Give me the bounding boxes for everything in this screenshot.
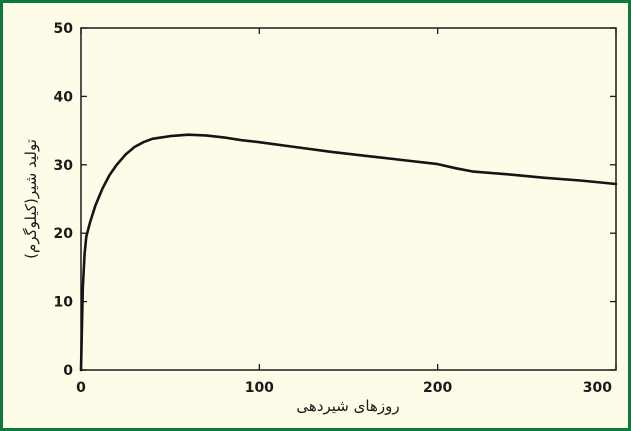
lactation-curve-chart: 0 10 20 30 40 50 0 100 200 300 روزهای شیردهی تول…	[22, 21, 618, 415]
y-tick-label: 30	[54, 158, 74, 174]
y-tick-label: 50	[54, 21, 74, 37]
series-line	[79, 133, 618, 372]
y-tick-label: 40	[54, 89, 74, 105]
series-layer	[79, 133, 618, 372]
x-tick-label: 300	[583, 380, 612, 396]
x-tick-label: 0	[76, 380, 86, 396]
y-axis-title: تولید شیر(کیلوگرم)	[22, 139, 40, 259]
y-tick-label: 20	[54, 226, 74, 242]
x-tick-label: 200	[423, 380, 452, 396]
y-tick-label: 10	[54, 295, 74, 311]
y-tick-label: 0	[63, 363, 73, 379]
y-axis-tick-labels: 0 10 20 30 40 50	[54, 21, 74, 379]
x-axis-title: روزهای شیردهی	[296, 397, 399, 415]
plot-area	[80, 27, 617, 371]
x-axis-tick-labels: 0 100 200 300	[76, 380, 612, 396]
x-tick-label: 100	[245, 380, 274, 396]
